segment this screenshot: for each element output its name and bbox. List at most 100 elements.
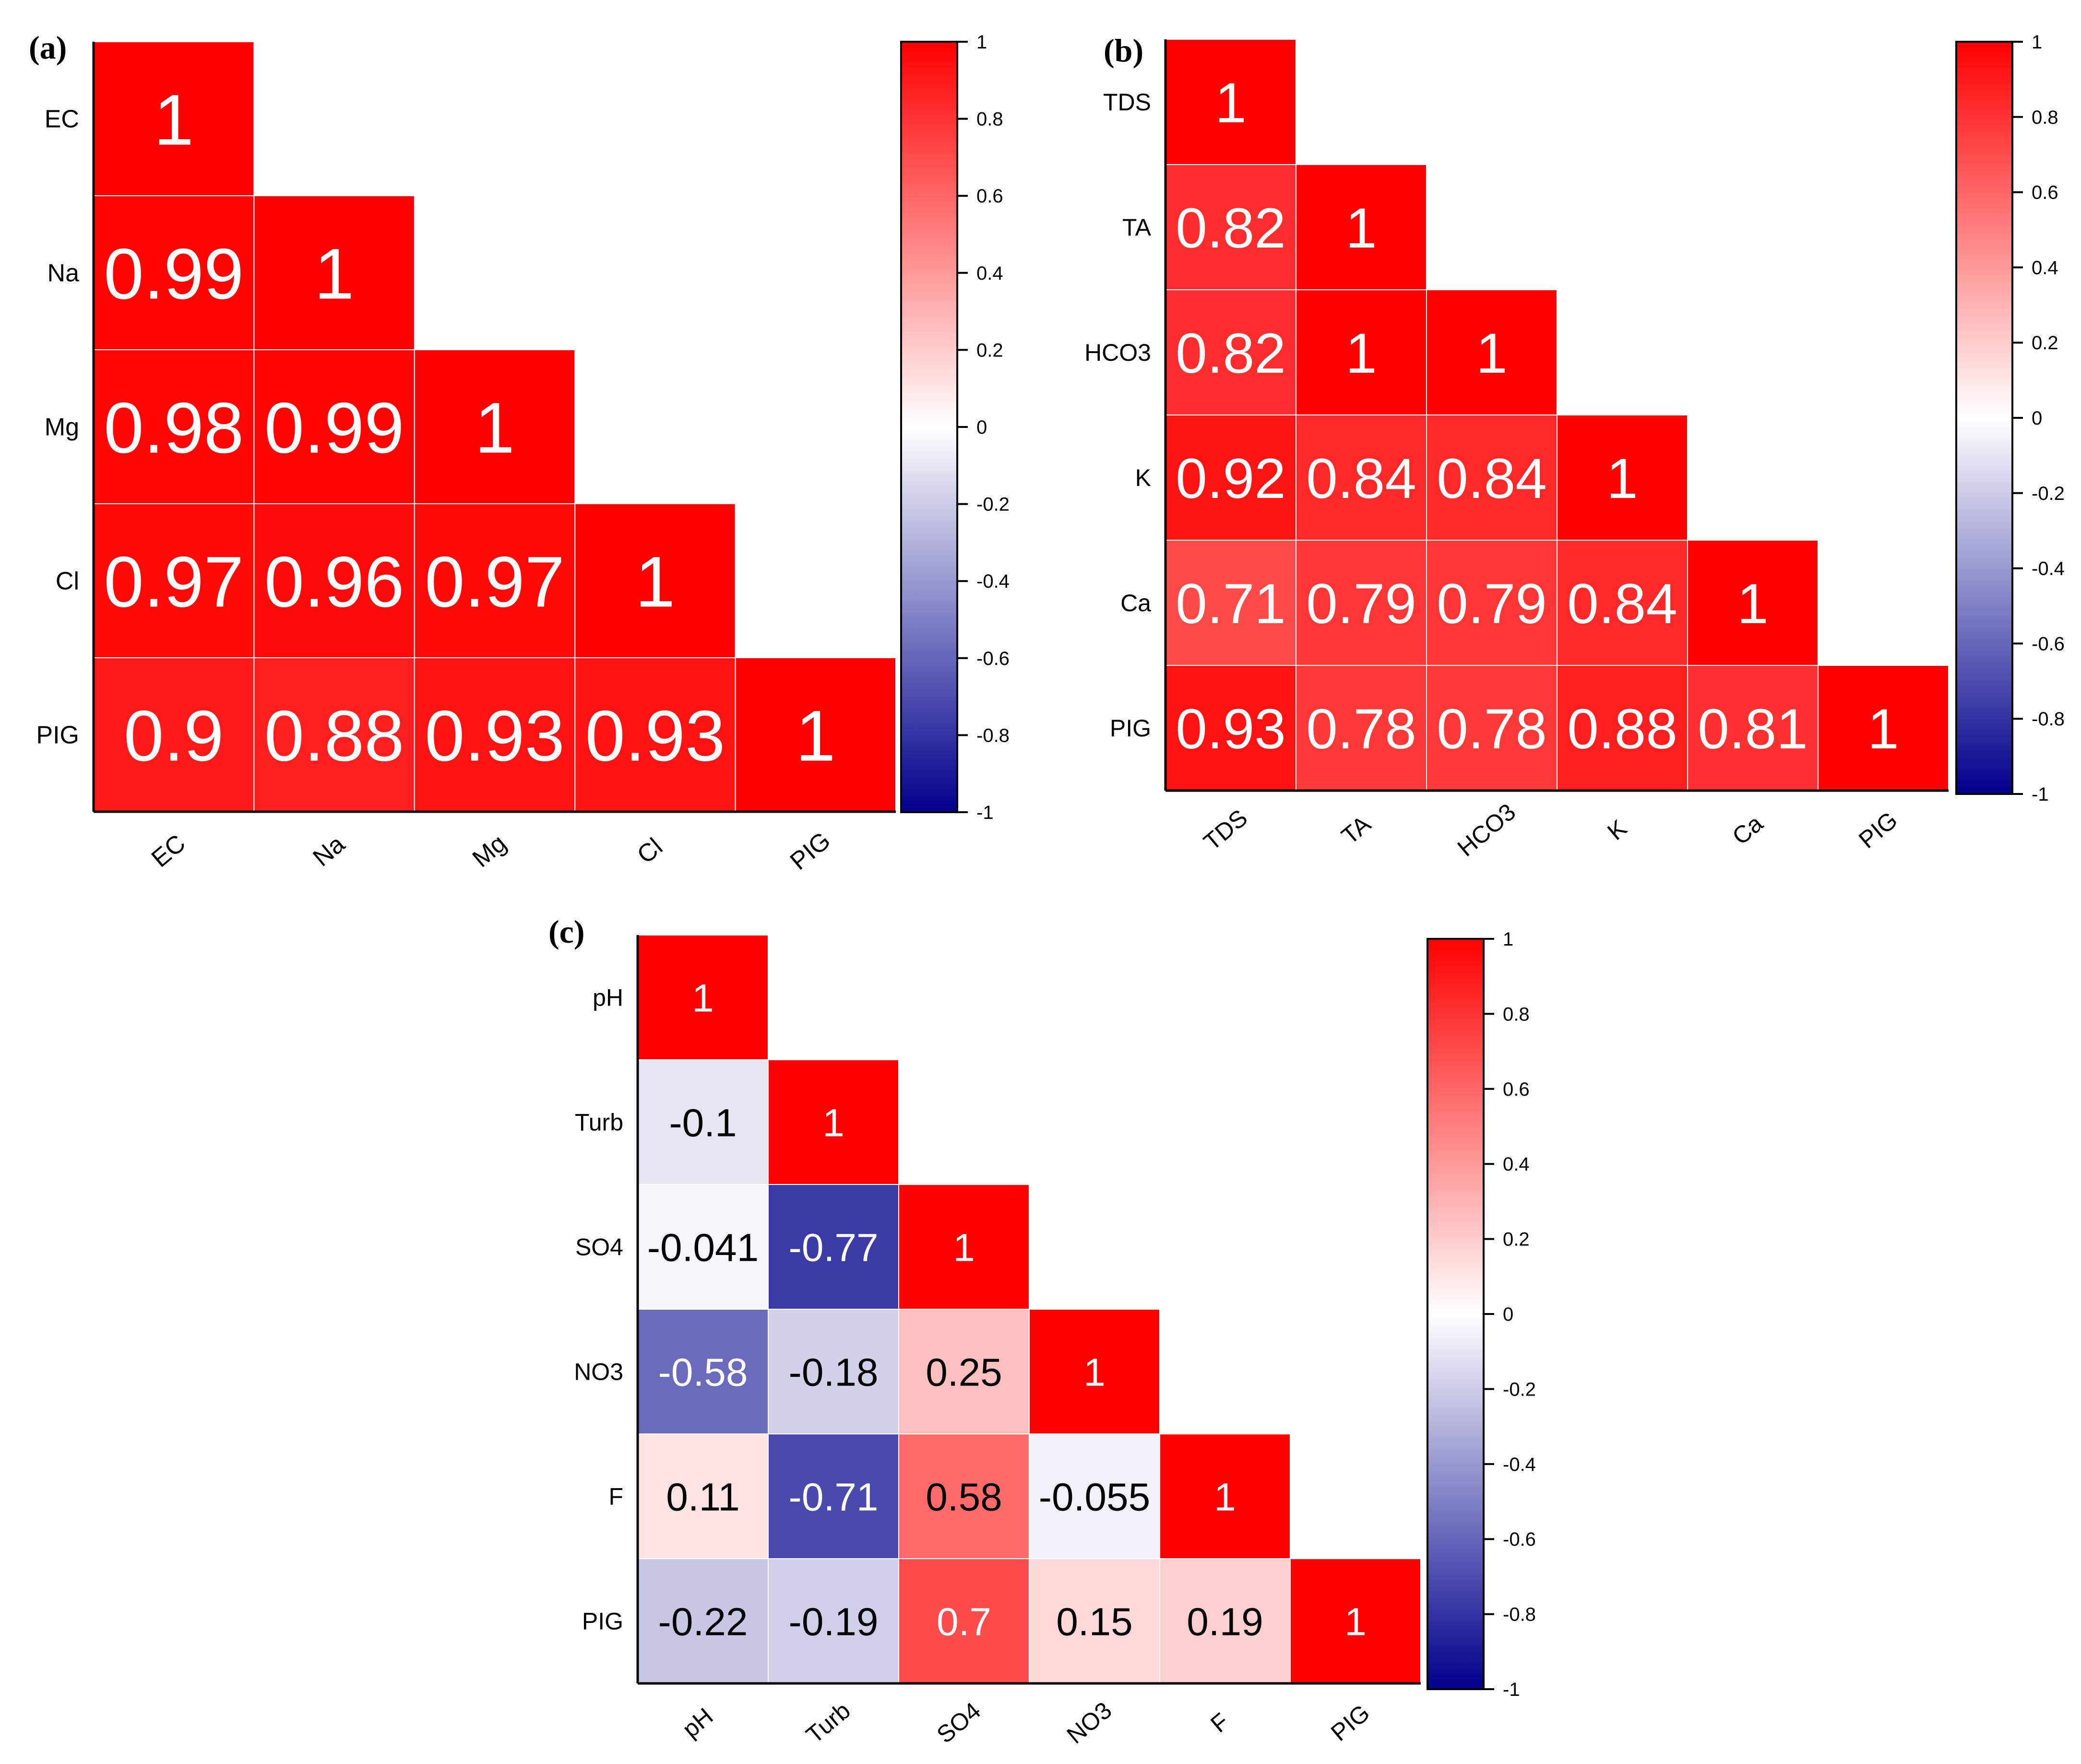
cell-value-label: 1 — [635, 542, 675, 622]
heatmap-cell — [574, 657, 736, 812]
column-tick-label: K — [1602, 815, 1632, 845]
colorbar — [900, 41, 958, 813]
heatmap-cell — [1818, 665, 1949, 791]
heatmap-cell — [93, 349, 255, 504]
heatmap-cell — [93, 41, 255, 196]
row-tick-label: HCO3 — [1084, 339, 1151, 366]
heatmap-cell — [898, 1184, 1030, 1310]
colorbar-tick-label: 0.2 — [2032, 332, 2058, 354]
cell-value-label: 1 — [822, 1101, 844, 1145]
colorbar-tick-label: 1 — [976, 32, 987, 53]
cell-value-label: 0.81 — [1698, 698, 1808, 761]
cell-value-label: 0.11 — [666, 1476, 740, 1519]
row-tick-label: K — [1135, 464, 1151, 491]
cell-value-label: 1 — [692, 977, 714, 1020]
cell-value-label: -0.22 — [658, 1600, 748, 1644]
colorbar-tick-label: -0.2 — [1503, 1379, 1536, 1400]
cell-value-label: 1 — [796, 696, 835, 776]
column-tick-label: PIG — [1326, 1699, 1375, 1746]
cell-value-label: 0.99 — [104, 234, 244, 314]
colorbar-tick-label: 0.8 — [2032, 107, 2058, 128]
panel-c: (c) 1 -0.1 1 -0.041 -0.77 1 -0.58 -0.18 0.25 1 0.11… — [548, 913, 1536, 1749]
heatmap-cell — [637, 1184, 769, 1310]
heatmap-cell — [253, 657, 415, 812]
cell-value-label: 0.78 — [1306, 698, 1416, 761]
column-tick-label: pH — [678, 1703, 718, 1743]
cell-value-label: -0.041 — [647, 1226, 759, 1270]
cell-value-label: 0.88 — [264, 696, 404, 776]
colorbar-tick-label: -0.8 — [1503, 1604, 1536, 1625]
cell-value-label: 0.97 — [104, 542, 244, 622]
cell-value-label: 1 — [475, 388, 514, 468]
cell-value-label: 0.79 — [1437, 572, 1547, 636]
panel-label: (c) — [548, 913, 584, 950]
heatmap-cell — [1296, 665, 1427, 791]
heatmap-cell — [93, 195, 255, 350]
cell-value-label: 1 — [1345, 197, 1377, 260]
heatmap-cell — [253, 195, 415, 350]
colorbar-tick-label: 0.6 — [1503, 1079, 1530, 1100]
heatmap-cell — [735, 657, 896, 812]
colorbar-tick-label: 0.6 — [2032, 182, 2058, 203]
heatmap-cell — [768, 1309, 899, 1434]
cell-value-label: 0.15 — [1056, 1600, 1133, 1644]
cell-value-label: 1 — [1214, 1476, 1236, 1519]
cell-value-label: 0.71 — [1176, 572, 1286, 636]
row-tick-label: EC — [45, 106, 79, 133]
column-tick-label: PIG — [1854, 806, 1903, 853]
heatmap-cell — [414, 349, 576, 504]
row-tick-label: TDS — [1103, 89, 1151, 116]
cell-value-label: 0.84 — [1306, 447, 1416, 510]
heatmap-cell — [1165, 39, 1296, 165]
cell-value-label: 1 — [314, 234, 354, 314]
colorbar-tick-label: 0.8 — [976, 109, 1003, 130]
cell-value-label: 0.58 — [926, 1476, 1002, 1519]
row-tick-label: PIG — [582, 1608, 623, 1635]
colorbar-tick-label: 0 — [2032, 408, 2042, 429]
colorbar-tick-label: -0.6 — [2032, 633, 2065, 654]
cell-value-label: 0.97 — [425, 542, 565, 622]
cell-value-label: 0.88 — [1567, 698, 1677, 761]
cell-value-label: 0.84 — [1567, 572, 1677, 636]
column-tick-label: TA — [1336, 810, 1376, 850]
column-tick-label: NO3 — [1062, 1696, 1117, 1749]
heatmap-cell — [253, 503, 415, 658]
heatmap-cell — [1557, 414, 1688, 541]
heatmap-cell — [637, 935, 769, 1060]
heatmap-cell — [1426, 289, 1558, 415]
colorbar-tick-label: 0.2 — [1503, 1229, 1530, 1250]
cell-value-label: 0.98 — [104, 388, 244, 468]
heatmap-cell — [574, 503, 736, 658]
colorbar-tick-label: -0.4 — [1503, 1454, 1536, 1475]
cell-value-label: 1 — [1345, 322, 1377, 385]
column-tick-label: SO4 — [932, 1697, 986, 1748]
colorbar — [1427, 938, 1485, 1690]
heatmap-cell — [768, 1558, 899, 1684]
cell-value-label: 1 — [1476, 322, 1508, 385]
colorbar-tick-label: 1 — [1503, 929, 1513, 950]
heatmap-cell — [768, 1433, 899, 1559]
colorbar-tick-label: -0.6 — [976, 648, 1010, 669]
colorbar-tick-label: 0.2 — [976, 340, 1003, 361]
row-tick-label: TA — [1122, 214, 1152, 241]
heatmap-cell — [1165, 164, 1296, 290]
cell-value-label: 0.93 — [585, 696, 725, 776]
cell-value-label: -0.19 — [789, 1600, 879, 1644]
colorbar-tick-label: 0 — [1503, 1304, 1513, 1325]
heatmap-cell — [1029, 1309, 1160, 1434]
colorbar-tick-label: -0.4 — [2032, 558, 2065, 580]
cell-value-label: 0.92 — [1176, 447, 1286, 510]
colorbar-tick-label: 1 — [2032, 32, 2042, 53]
column-tick-label: EC — [146, 829, 191, 873]
heatmap-cell — [898, 1433, 1030, 1559]
heatmap-cell — [768, 1184, 899, 1310]
heatmap-cell — [1426, 414, 1558, 541]
heatmap-cell — [1687, 665, 1819, 791]
cell-value-label: 1 — [1737, 572, 1769, 636]
colorbar-tick-label: 0.4 — [976, 263, 1003, 284]
heatmap-cell — [1165, 540, 1296, 666]
column-tick-label: PIG — [785, 827, 836, 876]
row-tick-label: Ca — [1120, 590, 1151, 616]
panel-a: (a)10.99 10.98 0.99 10.97 0.96 0.97 10.9 0.88 0.… — [29, 29, 1010, 876]
